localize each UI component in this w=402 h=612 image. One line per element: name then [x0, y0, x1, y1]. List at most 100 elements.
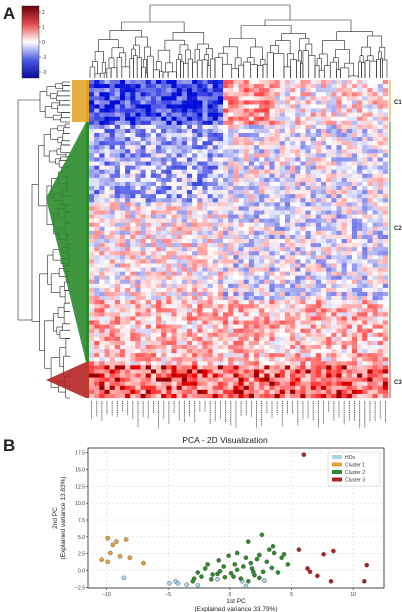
- heatmap-cell: [279, 226, 286, 232]
- heatmap-cell: [248, 381, 255, 386]
- heatmap-cell: [130, 377, 136, 382]
- heatmap-cell: [94, 234, 100, 240]
- heatmap-cell: [367, 124, 373, 130]
- heatmap-cell: [89, 84, 95, 89]
- heatmap-cell: [181, 353, 188, 358]
- heatmap-cell: [109, 218, 115, 223]
- heatmap-cell: [341, 300, 347, 305]
- heatmap-cell: [161, 304, 167, 309]
- heatmap-cell: [259, 116, 265, 121]
- heatmap-cell: [217, 145, 224, 150]
- heatmap-cell: [212, 287, 219, 293]
- heatmap-cell: [207, 124, 213, 130]
- heatmap-cell: [233, 177, 239, 183]
- heatmap-cell: [284, 324, 291, 329]
- heatmap-cell: [125, 328, 131, 333]
- heatmap-cell: [320, 316, 327, 321]
- heatmap-cell: [243, 206, 250, 211]
- heatmap-cell: [238, 287, 244, 293]
- heatmap-cell: [217, 239, 224, 244]
- heatmap-cell: [166, 230, 172, 236]
- heatmap-cell: [264, 108, 270, 113]
- heatmap-cell: [300, 145, 306, 150]
- heatmap-cell: [269, 133, 275, 138]
- heatmap-cell: [202, 324, 208, 329]
- heatmap-cell: [150, 173, 157, 179]
- heatmap-cell: [372, 308, 378, 313]
- heatmap-cell: [89, 385, 95, 391]
- heatmap-cell: [166, 120, 172, 126]
- heatmap-cell: [192, 369, 198, 374]
- heatmap-cell: [135, 92, 141, 97]
- heatmap-cell: [125, 357, 131, 362]
- heatmap-cell: [300, 296, 306, 301]
- heatmap-cell: [351, 226, 358, 232]
- heatmap-cell: [331, 169, 337, 174]
- heatmap-cell: [305, 328, 311, 333]
- heatmap-cell: [192, 202, 198, 207]
- heatmap-cell: [233, 181, 239, 187]
- heatmap-cell: [372, 345, 378, 350]
- heatmap-cell: [315, 88, 322, 93]
- heatmap-cell: [161, 271, 167, 276]
- heatmap-cell: [156, 357, 162, 362]
- heatmap-cell: [166, 84, 172, 89]
- heatmap-cell: [130, 100, 136, 105]
- heatmap-cell: [156, 308, 162, 313]
- heatmap-cell: [161, 190, 167, 195]
- heatmap-cell: [104, 336, 110, 342]
- heatmap-cell: [357, 96, 363, 101]
- heatmap-cell: [212, 104, 219, 109]
- heatmap-cell: [357, 108, 363, 113]
- heatmap-cell: [248, 149, 255, 154]
- heatmap-cell: [382, 128, 389, 134]
- heatmap-cell: [377, 214, 384, 219]
- heatmap-cell: [114, 177, 121, 183]
- heatmap-cell: [351, 104, 358, 109]
- heatmap-cell: [130, 283, 136, 289]
- heatmap-cell: [181, 296, 188, 301]
- heatmap-cell: [104, 373, 110, 378]
- heatmap-cell: [274, 275, 280, 280]
- heatmap-cell: [109, 340, 115, 346]
- heatmap-cell: [197, 247, 203, 252]
- heatmap-cell: [135, 283, 141, 289]
- heatmap-cell: [223, 210, 229, 215]
- heatmap-cell: [130, 133, 136, 138]
- heatmap-cell: [295, 218, 301, 223]
- heatmap-cell: [377, 210, 384, 215]
- heatmap-cell: [125, 177, 131, 183]
- heatmap-cell: [94, 328, 100, 333]
- heatmap-cell: [171, 165, 177, 170]
- heatmap-cell: [315, 251, 322, 256]
- heatmap-cell: [94, 296, 100, 301]
- heatmap-cell: [295, 194, 301, 199]
- heatmap-cell: [284, 304, 291, 309]
- heatmap-cell: [140, 137, 146, 142]
- heatmap-cell: [145, 177, 152, 183]
- heatmap-cell: [320, 124, 327, 130]
- heatmap-cell: [331, 149, 337, 154]
- heatmap-cell: [253, 145, 260, 150]
- heatmap-cell: [259, 226, 265, 232]
- heatmap-cell: [150, 230, 157, 236]
- heatmap-cell: [192, 247, 198, 252]
- heatmap-cell: [295, 165, 301, 170]
- heatmap-cell: [99, 165, 105, 170]
- heatmap-cell: [336, 177, 342, 183]
- heatmap-cell: [382, 332, 389, 338]
- heatmap-cell: [212, 353, 219, 358]
- heatmap-cell: [99, 120, 105, 126]
- heatmap-cell: [238, 377, 244, 382]
- heatmap-cell: [99, 234, 105, 240]
- heatmap-cell: [331, 145, 337, 150]
- heatmap-cell: [109, 259, 115, 264]
- heatmap-cell: [228, 214, 234, 219]
- heatmap-cell: [171, 202, 177, 207]
- heatmap-cell: [176, 234, 182, 240]
- heatmap-cell: [253, 332, 260, 338]
- heatmap-cell: [284, 377, 291, 382]
- heatmap-cell: [320, 186, 327, 191]
- heatmap-cell: [89, 296, 95, 301]
- heatmap-cell: [259, 243, 265, 248]
